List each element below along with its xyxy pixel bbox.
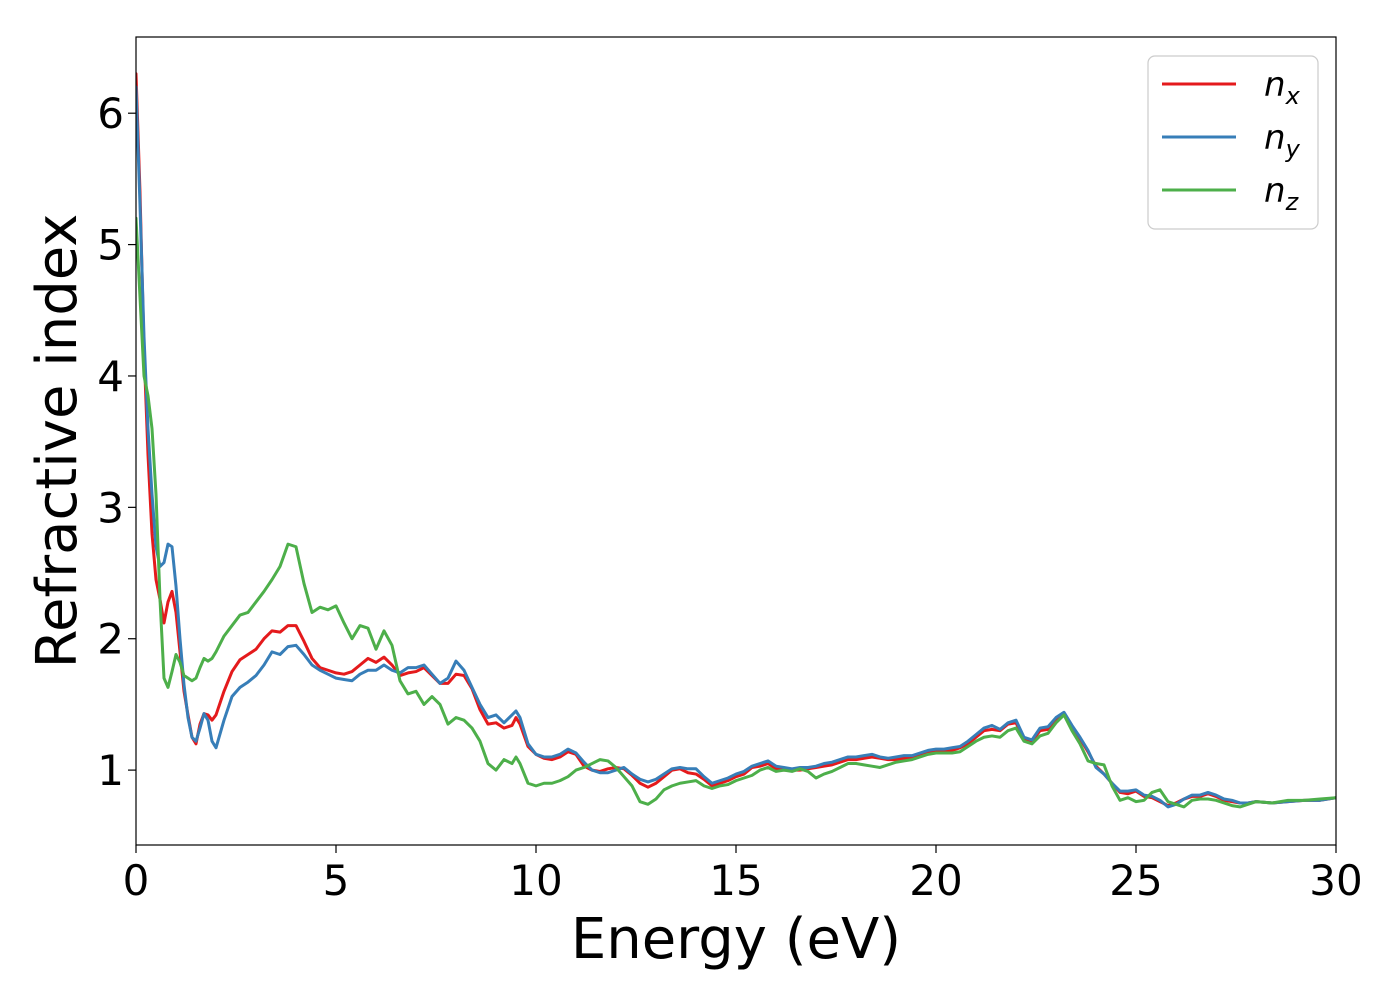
x-tick-label: 5 [323,856,350,905]
x-tick-label: 25 [1109,856,1162,905]
x-axis-ticks: 0 5 10 15 20 25 30 [123,845,1363,905]
legend-subscript: z [1285,188,1300,216]
legend-subscript: y [1285,135,1301,163]
y-axis-ticks: 1 2 3 4 5 6 [97,89,136,795]
x-tick-label: 30 [1309,856,1362,905]
y-tick-label: 4 [97,352,124,401]
y-tick-label: 3 [97,483,124,532]
x-axis-title: Energy (eV) [571,907,901,972]
series-line-ny [136,85,1336,809]
legend-subscript: x [1285,82,1301,110]
x-tick-label: 20 [909,856,962,905]
y-tick-label: 2 [97,615,124,664]
x-tick-label: 10 [509,856,562,905]
y-tick-label: 1 [97,746,124,795]
y-tick-label: 6 [97,89,124,138]
legend-box [1147,55,1319,230]
y-axis-title: Refractive index [25,214,90,669]
series-line-nz [136,216,1336,809]
series-layer [136,72,1336,809]
x-tick-label: 0 [123,856,150,905]
y-tick-label: 5 [97,221,124,270]
x-tick-label: 15 [709,856,762,905]
